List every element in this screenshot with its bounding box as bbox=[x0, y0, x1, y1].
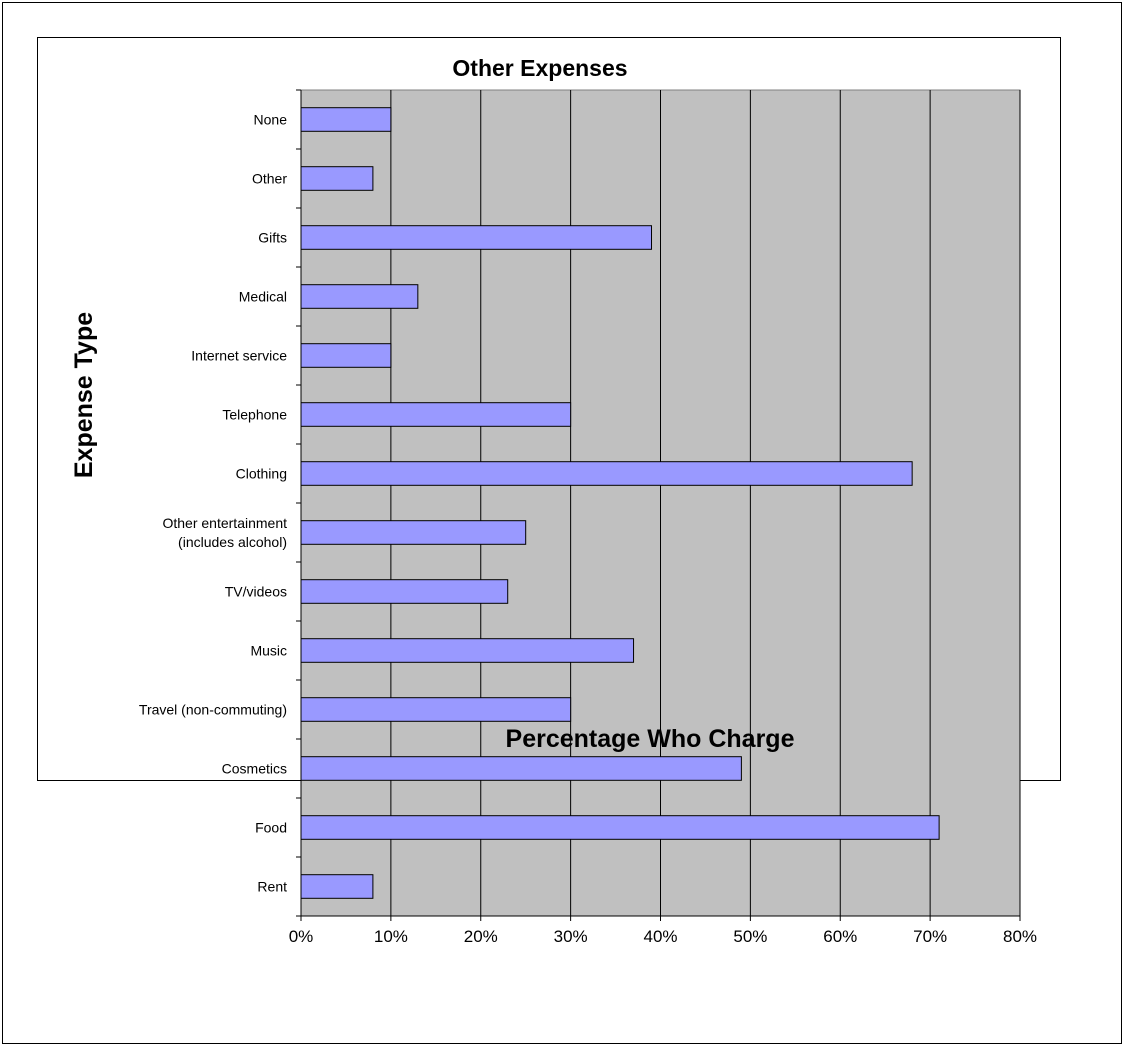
axes bbox=[296, 89, 1021, 921]
x-tick-label-4: 40% bbox=[643, 927, 677, 946]
bar-1 bbox=[300, 166, 374, 191]
bar-5 bbox=[300, 402, 572, 427]
bar-12 bbox=[300, 815, 940, 840]
x-tick-label-0: 0% bbox=[289, 927, 314, 946]
bar-6 bbox=[300, 461, 913, 486]
category-label-6: Clothing bbox=[236, 466, 287, 482]
x-tick-label-8: 80% bbox=[1003, 927, 1037, 946]
category-label-13: Rent bbox=[257, 879, 287, 895]
bar-11 bbox=[300, 756, 742, 781]
x-tick-label-3: 30% bbox=[554, 927, 588, 946]
category-label-1: Other bbox=[252, 171, 287, 187]
x-tick-label-5: 50% bbox=[733, 927, 767, 946]
bar-2 bbox=[300, 225, 653, 250]
category-labels: None Other Gifts Medical Internet service Tel… bbox=[139, 112, 287, 895]
x-tick-label-7: 70% bbox=[913, 927, 947, 946]
category-label-0: None bbox=[254, 112, 288, 128]
category-label-10: Travel (non-commuting) bbox=[139, 702, 287, 718]
bar-10 bbox=[300, 697, 572, 722]
category-label-11: Cosmetics bbox=[222, 761, 287, 777]
category-label-4: Internet service bbox=[191, 348, 287, 364]
bar-13 bbox=[300, 874, 374, 899]
bar-7 bbox=[300, 520, 527, 545]
bar-8 bbox=[300, 579, 509, 604]
y-axis-title: Expense Type bbox=[70, 312, 98, 478]
bar-0 bbox=[300, 107, 392, 132]
x-tick-labels: 0% 10% 20% 30% 40% 50% 60% 70% 80% bbox=[289, 927, 1037, 946]
category-label-2: Gifts bbox=[258, 230, 287, 246]
chart-title: Other Expenses bbox=[452, 55, 627, 81]
x-axis-title: Percentage Who Charge bbox=[506, 725, 795, 753]
bar-4 bbox=[300, 343, 392, 368]
category-label-9: Music bbox=[250, 643, 287, 659]
category-label-8: TV/videos bbox=[225, 584, 287, 600]
bar-9 bbox=[300, 638, 635, 663]
category-label-7: Other entertainment (includes alcohol) bbox=[162, 515, 287, 550]
x-tick-label-6: 60% bbox=[823, 927, 857, 946]
category-label-12: Food bbox=[255, 820, 287, 836]
bar-3 bbox=[300, 284, 419, 309]
category-label-5: Telephone bbox=[222, 407, 287, 423]
category-label-3: Medical bbox=[239, 289, 287, 305]
x-tick-label-2: 20% bbox=[464, 927, 498, 946]
x-tick-label-1: 10% bbox=[374, 927, 408, 946]
